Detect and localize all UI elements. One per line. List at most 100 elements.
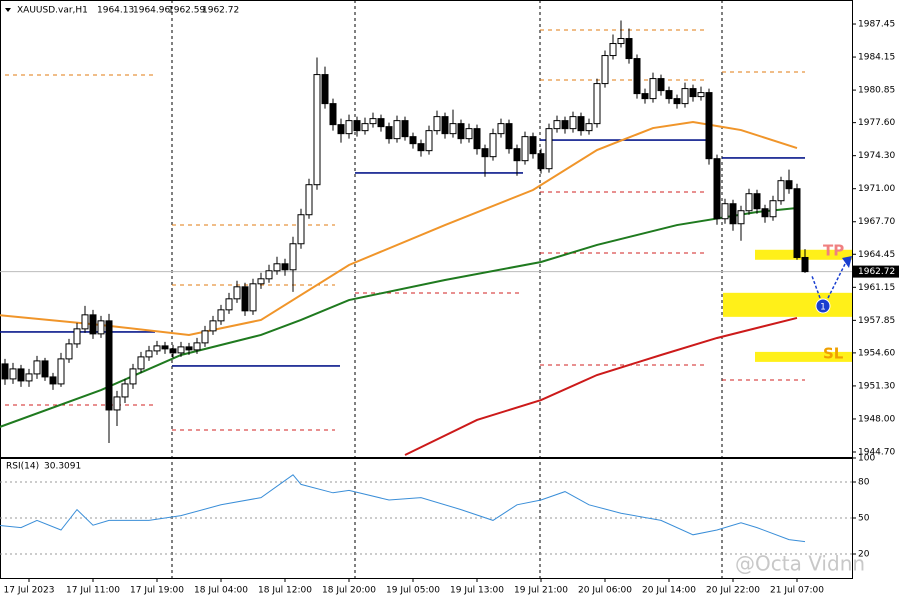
arrow-head [842,256,852,268]
candle-body [385,126,393,140]
candle-body [17,368,25,382]
header-low: 1962.59 [168,6,205,16]
candle-body [33,360,41,375]
candle-body [49,376,57,385]
candle-body [209,320,217,332]
candle-body [361,123,369,132]
entry-label: 1 [820,303,826,313]
x-tick-label: 19 Jul 05:00 [386,586,440,596]
x-tick-label: 20 Jul 22:00 [706,586,760,596]
rsi-line [0,474,806,543]
candle-body [625,38,633,60]
candle-body [649,78,657,100]
candle-body [113,396,121,411]
candle-body [153,345,161,352]
y-tick-label: 1984.15 [858,53,895,63]
candle-body [713,158,721,220]
candle-body [505,123,513,150]
candle-body [473,128,481,150]
candle-body [281,263,289,271]
y-tick-label: 1980.85 [858,86,895,96]
candle-body [793,188,801,258]
zone [755,351,852,362]
y-tick-label: 1964.45 [858,250,895,260]
candle-body [737,210,745,225]
candle-body [529,136,537,155]
candle-body [145,350,153,358]
candle-body [273,263,281,272]
rsi-tick-label: 100 [858,454,875,464]
candle-body [1,363,9,380]
sl-label: SL [823,344,844,362]
x-tick-label: 21 Jul 07:00 [770,586,824,596]
candle-body [217,309,225,322]
candle-body [801,256,809,273]
candle-body [257,278,265,285]
candle-body [241,286,249,312]
candle-body [785,180,793,190]
candle-body [633,58,641,95]
x-tick-label: 20 Jul 06:00 [578,586,632,596]
candle-body [745,193,753,212]
arrows [811,261,847,299]
header-high: 1964.96 [133,6,170,16]
candle-body [513,148,521,162]
plot-layer: 1987.45 1984.15 1980.85 1977.60 1974.30 1971.… [0,20,899,596]
candle-body [9,368,17,380]
candle-body [97,320,105,335]
x-tick-label: 18 Jul 12:00 [258,586,312,596]
candle-body [417,143,425,152]
x-tick-label: 18 Jul 04:00 [194,586,248,596]
candle-body [441,116,449,135]
candle-body [233,286,241,300]
rsi-last: 30.3091 [44,462,81,472]
y-tick-label: 1951.30 [858,381,895,391]
candle-body [89,314,97,335]
candle-body [25,373,33,382]
candle-body [433,116,441,132]
candle-body [705,92,713,160]
y-tick-label: 1944.70 [858,447,895,457]
candle-body [201,330,209,344]
x-tick-label: 17 Jul 11:00 [66,586,120,596]
menu-triangle [5,8,11,12]
candle-body [265,270,273,280]
candle-body [729,203,737,225]
candle-body [489,133,497,158]
x-tick-label: 20 Jul 14:00 [642,586,696,596]
candle-body [673,98,681,105]
y-tick-label: 1974.30 [858,151,895,161]
x-tick-label: 19 Jul 13:00 [450,586,504,596]
candle-body [409,136,417,145]
candle-body [73,328,81,345]
candle-body [777,180,785,202]
candle-body [57,358,65,385]
candle-body [681,88,689,105]
x-tick-label: 19 Jul 21:00 [514,586,568,596]
candle-body [449,123,457,135]
candle-body [337,124,345,135]
y-tick-label: 1961.15 [858,283,895,293]
arrow [827,261,847,299]
candle-body [561,120,569,130]
candle-body [393,120,401,140]
candle-body [297,214,305,245]
y-tick-label: 1987.45 [858,20,895,30]
x-tick-label: 18 Jul 20:00 [322,586,376,596]
chart-title: XAUUSD.var,H1 [17,6,88,16]
y-tick-label: 1957.85 [858,316,895,326]
y-tick-label: 1954.60 [858,348,895,358]
zone [755,249,852,260]
candle-body [345,120,353,135]
y-tick-label: 1971.00 [858,184,895,194]
candle-body [665,90,673,100]
current-price-box [853,265,899,278]
moving-average [0,121,798,336]
rsi-label: RSI(14) [6,462,39,472]
x-tick-label: 17 Jul 19:00 [130,586,184,596]
candle-body [377,118,385,128]
candle-body [185,346,193,351]
candle-body [313,74,321,186]
candle-body [609,43,617,57]
